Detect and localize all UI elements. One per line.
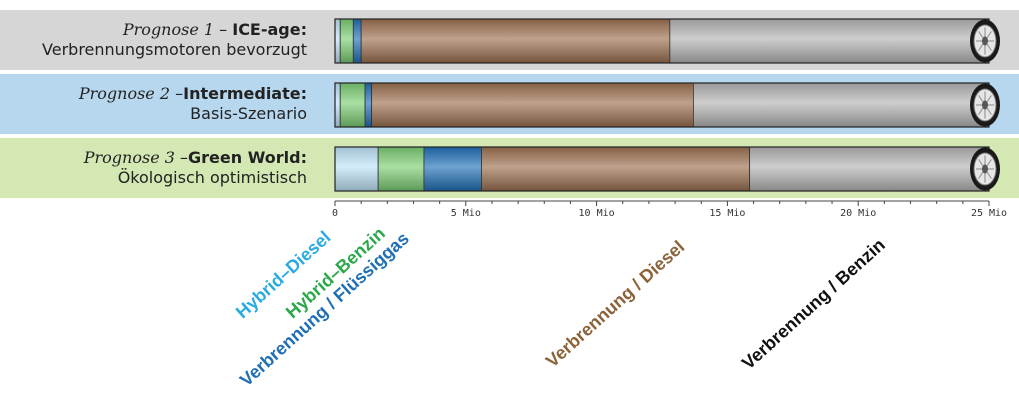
x-tick-label: 15 Mio [709, 208, 745, 219]
row-subtitle-3: Ökologisch optimistisch [117, 168, 307, 187]
bar-segment-verbrennung-benzin-row-3 [749, 146, 990, 192]
x-tick-label: 10 Mio [579, 208, 615, 219]
wheel-icon [970, 19, 1000, 63]
row-name-2: Intermediate: [183, 84, 307, 103]
row-label-1: Prognose 1 – ICE-age: Verbrennungsmotore… [0, 20, 307, 60]
bar-segment-verbrennung-fluessiggas-row-2 [364, 82, 373, 128]
row-label-3: Prognose 3 –Green World: Ökologisch opti… [0, 148, 307, 188]
bar-segment-verbrennung-fluessiggas-row-1 [352, 18, 362, 64]
x-tick-label: 5 Mio [451, 208, 481, 219]
bar-segment-verbrennung-benzin-row-1 [669, 18, 990, 64]
bar-segment-hybrid-benzin-row-3 [377, 146, 425, 192]
row-name-3: Green World: [188, 148, 307, 167]
row-prefix-1: Prognose 1 [122, 20, 215, 39]
x-tick-label: 25 Mio [971, 208, 1007, 219]
bar-segment-verbrennung-diesel-row-1 [360, 18, 671, 64]
bar-segment-hybrid-diesel-row-3 [334, 146, 379, 192]
row-prefix-2: Prognose 2 [78, 84, 171, 103]
x-tick-label: 20 Mio [840, 208, 876, 219]
bar-segment-hybrid-diesel-row-1 [334, 18, 341, 64]
row-sep-1: – [214, 20, 233, 39]
bar-segment-hybrid-diesel-row-2 [334, 82, 341, 128]
bar-segment-hybrid-benzin-row-2 [339, 82, 366, 128]
bar-segment-hybrid-benzin-row-1 [339, 18, 354, 64]
row-sep-2: – [170, 84, 184, 103]
row-subtitle-1: Verbrennungsmotoren bevorzugt [42, 40, 307, 59]
wheel-icon [970, 83, 1000, 127]
row-name-1: ICE-age: [232, 20, 307, 39]
bar-segment-verbrennung-benzin-row-2 [692, 82, 990, 128]
bar-segment-verbrennung-fluessiggas-row-3 [423, 146, 482, 192]
x-tick-label: 0 [332, 208, 338, 219]
row-subtitle-2: Basis-Szenario [190, 104, 307, 123]
row-label-2: Prognose 2 –Intermediate: Basis-Szenario [0, 84, 307, 124]
bar-segment-verbrennung-diesel-row-3 [481, 146, 751, 192]
row-prefix-3: Prognose 3 [83, 148, 175, 167]
wheel-icon [970, 147, 1000, 191]
row-sep-3: – [174, 148, 189, 167]
bar-segment-verbrennung-diesel-row-2 [371, 82, 694, 128]
